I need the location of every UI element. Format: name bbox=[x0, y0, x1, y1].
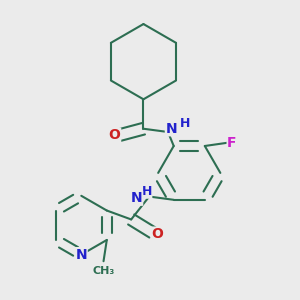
Text: N: N bbox=[166, 122, 177, 136]
Text: H: H bbox=[180, 117, 190, 130]
Text: F: F bbox=[227, 136, 237, 150]
Text: O: O bbox=[109, 128, 121, 142]
Text: CH₃: CH₃ bbox=[92, 266, 115, 276]
Text: N: N bbox=[131, 191, 142, 205]
Text: O: O bbox=[152, 227, 163, 241]
Text: N: N bbox=[76, 248, 87, 262]
Text: H: H bbox=[141, 185, 152, 198]
